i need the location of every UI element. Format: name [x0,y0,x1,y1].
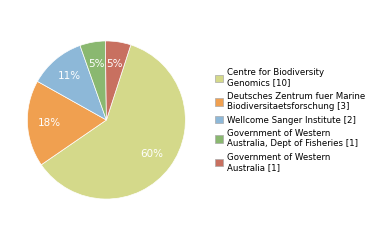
Wedge shape [38,46,106,120]
Wedge shape [105,41,131,120]
Text: 60%: 60% [141,149,163,159]
Text: 18%: 18% [38,118,61,128]
Text: 5%: 5% [107,59,123,69]
Wedge shape [41,45,185,199]
Wedge shape [80,41,106,120]
Legend: Centre for Biodiversity
Genomics [10], Deutsches Zentrum fuer Marine
Biodiversit: Centre for Biodiversity Genomics [10], D… [214,66,367,174]
Text: 11%: 11% [58,72,81,82]
Text: 5%: 5% [88,59,105,69]
Wedge shape [27,81,106,165]
